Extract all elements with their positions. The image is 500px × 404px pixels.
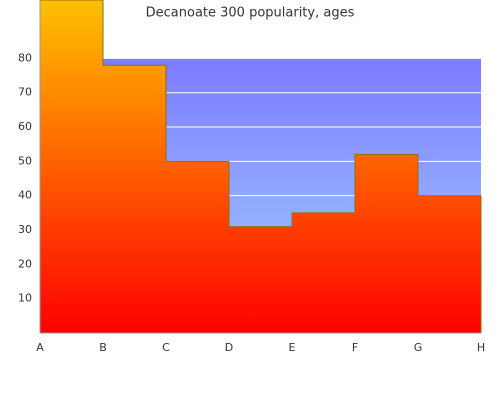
x-tick-label: E — [289, 341, 296, 354]
y-tick-label: 80 — [18, 51, 32, 64]
x-tick-label: A — [36, 341, 44, 354]
x-tick-label: B — [99, 341, 107, 354]
x-tick-label: G — [414, 341, 423, 354]
x-tick-label: D — [225, 341, 233, 354]
y-tick-label: 50 — [18, 154, 32, 167]
y-tick-label: 10 — [18, 292, 32, 305]
bar — [103, 65, 167, 333]
bar — [418, 195, 482, 333]
plot: 10 20 30 40 50 60 70 80 A B C D E F G H — [18, 0, 485, 354]
y-tick-label: 40 — [18, 189, 32, 202]
x-tick-label: H — [477, 341, 485, 354]
bar — [292, 212, 356, 333]
x-tick-label: F — [352, 341, 358, 354]
y-tick-label: 70 — [18, 86, 32, 99]
y-tick-label: 20 — [18, 257, 32, 270]
y-tick-label: 30 — [18, 223, 32, 236]
bar — [40, 0, 104, 333]
x-tick-label: C — [162, 341, 170, 354]
bar — [166, 161, 230, 333]
bar — [355, 154, 419, 333]
chart-title: Decanoate 300 popularity, ages — [146, 6, 355, 21]
y-tick-label: 60 — [18, 120, 32, 133]
bar — [229, 226, 293, 333]
